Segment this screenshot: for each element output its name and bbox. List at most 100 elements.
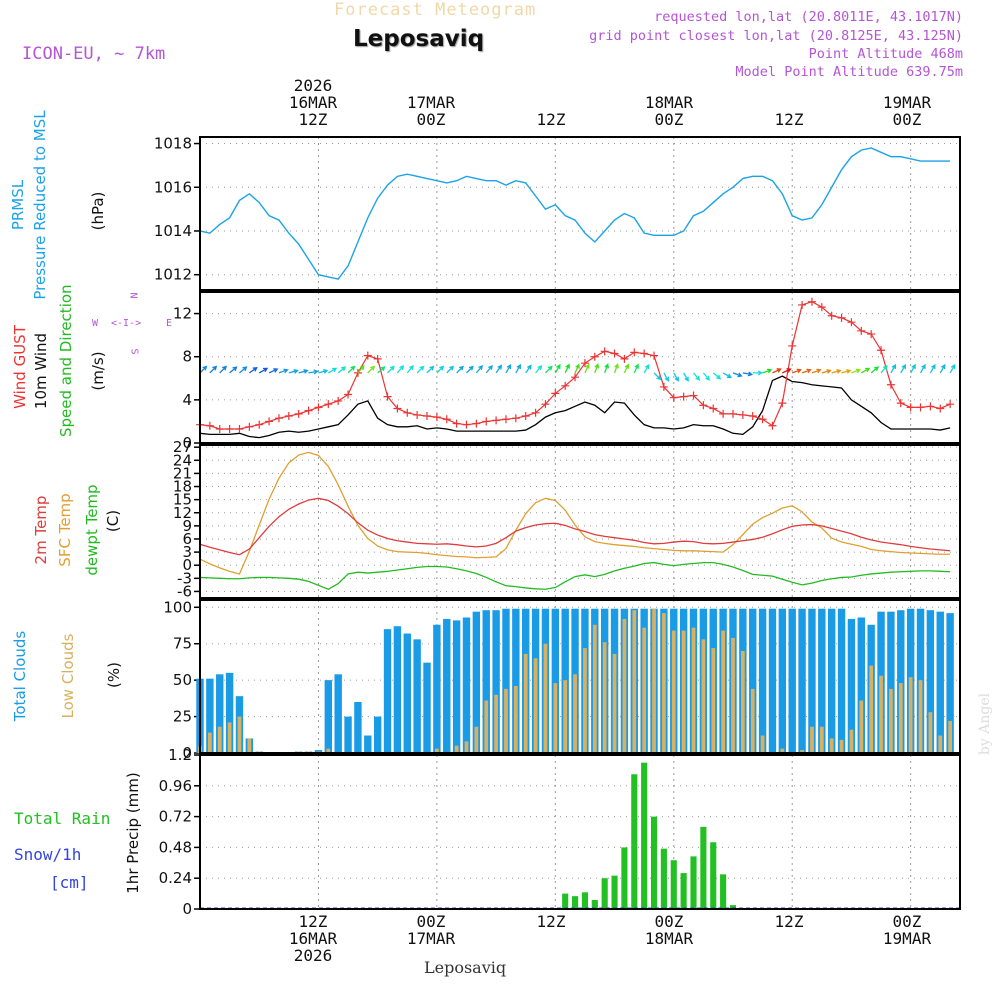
wind-direction-arrow xyxy=(416,365,425,374)
wind-direction-arrow xyxy=(535,364,543,374)
clouds-panel: 0 25 50 75 100 xyxy=(163,598,961,762)
total-cloud-bar xyxy=(206,678,214,753)
temp-ytick-label: 24 xyxy=(173,451,192,469)
wind-direction-arrow xyxy=(712,372,722,380)
wind-direction-arrow xyxy=(525,364,532,374)
wind-direction-arrow xyxy=(949,363,956,374)
clouds-ytick-label: 0 xyxy=(182,744,192,762)
wind-direction-arrow xyxy=(742,371,754,377)
wind-gust-point xyxy=(294,409,303,418)
wind-direction-arrow xyxy=(643,363,650,374)
wind-gust-point xyxy=(758,415,767,424)
wind-direction-arrow xyxy=(929,363,936,374)
wind-gust-point xyxy=(946,400,955,409)
wind-gust-point xyxy=(363,351,372,360)
wind-gust-point xyxy=(531,408,540,417)
clouds-frame xyxy=(199,599,961,754)
wind-direction-arrow xyxy=(258,367,269,374)
total-cloud-bar xyxy=(837,608,846,753)
total-cloud-bar xyxy=(324,680,333,753)
rain-bar xyxy=(670,860,677,909)
low-cloud-bar xyxy=(543,643,548,753)
rain-bar xyxy=(650,816,658,909)
wind-direction-arrow xyxy=(544,365,553,374)
wind-ytick-label: 0 xyxy=(182,434,192,452)
wind-panel: 0 4 8 12 xyxy=(173,291,961,452)
wind-direction-arrow xyxy=(683,372,689,382)
rain-bar xyxy=(729,905,737,909)
bottom-time-label-5: 12Z xyxy=(774,912,804,931)
total-cloud-bar xyxy=(818,608,826,753)
total-cloud-bar xyxy=(926,610,935,753)
precip-rain-label: Total Rain xyxy=(14,809,111,828)
bottom-time-label-1: 12Z 16MAR 2026 xyxy=(288,912,338,965)
temp-ytick-label: -3 xyxy=(177,569,192,587)
top-time-label-4: 18MAR 00Z xyxy=(644,93,694,129)
wind-gust-point xyxy=(748,412,757,421)
wind-frame xyxy=(199,291,961,444)
wind-gust-point xyxy=(886,380,895,389)
wind-direction-arrow xyxy=(446,365,455,374)
precip-panel: 0 0.24 0.48 0.72 0.96 1.2 xyxy=(159,746,961,918)
low-cloud-bar xyxy=(731,637,735,753)
compass-arrows: <-I-> xyxy=(111,318,142,329)
low-cloud-bar xyxy=(750,688,755,753)
wind-gust-point xyxy=(551,389,560,398)
low-cloud-bar xyxy=(207,732,212,753)
wind-gust-point xyxy=(472,419,481,428)
low-cloud-bar xyxy=(464,741,469,753)
total-cloud-bar xyxy=(502,608,510,753)
product-title: Forecast Meteogram xyxy=(334,0,537,20)
wind-gust-point xyxy=(413,410,422,419)
low-cloud-bar xyxy=(652,608,656,753)
low-cloud-bar xyxy=(217,726,222,753)
wind-gust-point xyxy=(274,414,283,423)
wind-gust-point xyxy=(205,421,214,430)
low-cloud-bar xyxy=(227,722,232,753)
wind-gust-point xyxy=(225,424,234,433)
total-cloud-bar xyxy=(383,629,392,753)
wind-gust-point xyxy=(265,417,274,426)
wind-direction-arrow xyxy=(653,372,662,381)
total-cloud-bar xyxy=(897,610,905,753)
wind-gust-point xyxy=(768,421,777,430)
wind-gust-point xyxy=(916,403,925,412)
wind-direction-arrow xyxy=(811,368,822,374)
wind-direction-arrow xyxy=(347,365,356,374)
wind-direction-arrow xyxy=(288,368,299,374)
top-time-label-1: 2026 16MAR 12Z xyxy=(288,76,338,129)
wind-direction-arrow xyxy=(485,364,493,374)
low-cloud-bar xyxy=(553,683,558,753)
rain-bar xyxy=(562,893,569,909)
rain-bar xyxy=(621,847,628,909)
clouds-ytick-label: 50 xyxy=(173,671,192,689)
wind-direction-arrow xyxy=(278,368,289,374)
wind-gust-point xyxy=(373,354,382,363)
temp-ytick-label: 9 xyxy=(182,517,192,535)
low-cloud-bar xyxy=(740,651,745,753)
low-cloud-bar xyxy=(879,675,883,753)
wind-gust-point xyxy=(541,400,550,409)
wind-direction-arrow xyxy=(229,366,238,374)
low-cloud-bar xyxy=(484,700,489,753)
wind-direction-arrow xyxy=(762,368,773,374)
low-cloud-bar xyxy=(435,748,439,753)
wind-gust-point xyxy=(324,400,333,409)
temp-frame xyxy=(199,444,961,599)
wind-gust-point xyxy=(620,354,629,363)
wind-gust-point xyxy=(650,351,659,360)
wind-gust-point xyxy=(689,391,698,400)
wind-gust-point xyxy=(669,393,678,402)
wind-gust-point xyxy=(284,412,293,421)
wind-gust-point xyxy=(857,326,866,335)
wind-direction-arrow xyxy=(870,366,880,374)
wind-gust-point xyxy=(590,352,599,361)
rain-bar xyxy=(700,826,707,909)
wind-direction-arrow xyxy=(406,364,414,374)
low-cloud-bar xyxy=(869,665,874,753)
total-cloud-bar xyxy=(758,608,767,753)
wind-gust-point xyxy=(353,368,362,377)
wind-gust-point xyxy=(719,409,728,418)
wind-direction-arrow xyxy=(772,368,782,374)
wind-gust-point xyxy=(827,311,836,320)
